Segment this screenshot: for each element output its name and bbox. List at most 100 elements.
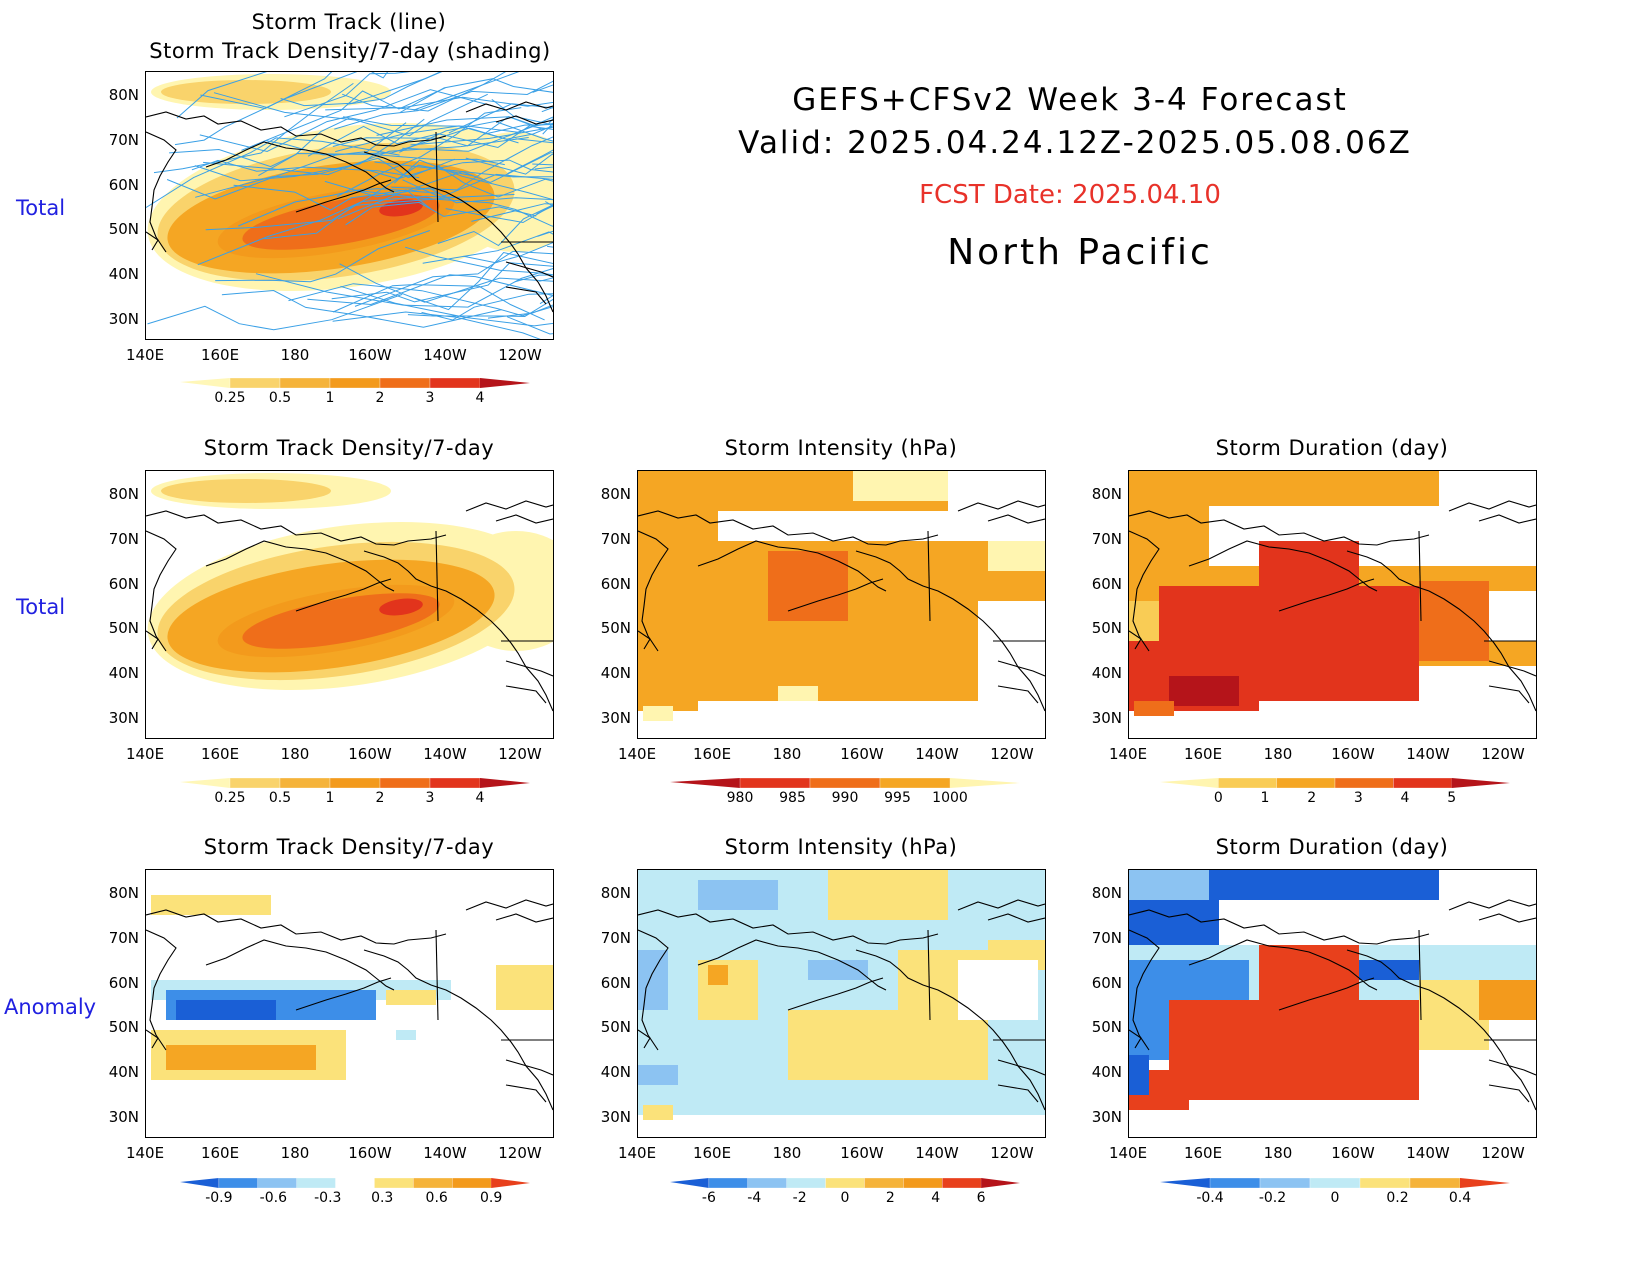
map-intensity-total <box>637 470 1046 739</box>
lon-tick: 120W <box>498 1144 542 1162</box>
lon-tick: 140W <box>1406 745 1450 763</box>
panel-title-density: Storm Track Density/7-day <box>203 436 495 460</box>
panel-title-duration: Storm Duration (day) <box>1215 436 1449 460</box>
lon-tick: 180 <box>1263 1144 1293 1162</box>
svg-text:1: 1 <box>326 790 335 806</box>
lon-tick: 160W <box>348 745 392 763</box>
lat-tick: 50N <box>1091 619 1122 637</box>
svg-text:4: 4 <box>931 1190 940 1206</box>
svg-text:985: 985 <box>779 790 806 806</box>
lon-tick: 140W <box>915 745 959 763</box>
lon-tick: 160W <box>840 745 884 763</box>
lon-tick: 140W <box>1406 1144 1450 1162</box>
lon-tick: 160W <box>348 1144 392 1162</box>
lon-tick: 140E <box>125 1144 165 1162</box>
panel-title-intensity-anom: Storm Intensity (hPa) <box>724 835 958 859</box>
lat-tick: 30N <box>600 709 631 727</box>
svg-text:0.3: 0.3 <box>371 1190 393 1206</box>
row-label-total: Total <box>16 595 66 619</box>
panel-title-track-shading: Storm Track Density/7-day (shading) <box>149 39 551 63</box>
lat-tick: 40N <box>600 664 631 682</box>
valid-range: Valid: 2025.04.24.12Z-2025.05.08.06Z <box>738 125 1412 161</box>
map-density-total <box>145 470 554 739</box>
svg-text:0.25: 0.25 <box>214 390 245 406</box>
lat-tick: 80N <box>600 485 631 503</box>
region-name: North Pacific <box>947 232 1213 273</box>
lon-tick: 120W <box>498 745 542 763</box>
lat-tick: 40N <box>600 1063 631 1081</box>
panel-title-track-line: Storm Track (line) <box>251 10 447 34</box>
colorbar-density: 0.25 0.5 1 2 3 4 <box>180 777 530 806</box>
svg-text:3: 3 <box>426 790 435 806</box>
lon-tick: 160E <box>1183 745 1223 763</box>
svg-text:2: 2 <box>886 1190 895 1206</box>
svg-text:0.9: 0.9 <box>480 1190 502 1206</box>
svg-text:0.2: 0.2 <box>1386 1190 1408 1206</box>
lon-tick: 140W <box>423 745 467 763</box>
lat-tick: 50N <box>600 619 631 637</box>
colorbar-intensity: 980 985 990 995 1000 <box>670 777 1020 806</box>
forecast-date: FCST Date: 2025.04.10 <box>919 180 1221 210</box>
svg-text:4: 4 <box>1401 790 1410 806</box>
svg-text:0: 0 <box>1214 790 1223 806</box>
lon-tick: 160W <box>840 1144 884 1162</box>
lon-tick: 180 <box>1263 745 1293 763</box>
lon-tick: 180 <box>280 346 310 364</box>
svg-text:5: 5 <box>1447 790 1456 806</box>
lat-tick: 70N <box>600 929 631 947</box>
panel-title-duration-anom: Storm Duration (day) <box>1215 835 1449 859</box>
lon-tick: 180 <box>772 745 802 763</box>
lat-tick: 40N <box>108 664 139 682</box>
lon-tick: 160E <box>692 1144 732 1162</box>
lat-tick: 80N <box>108 884 139 902</box>
svg-text:0: 0 <box>1331 1190 1340 1206</box>
map-density-anomaly <box>145 869 554 1138</box>
lat-tick: 40N <box>108 1063 139 1081</box>
lon-tick: 140W <box>423 1144 467 1162</box>
lat-tick: 80N <box>1091 884 1122 902</box>
svg-text:4: 4 <box>476 790 485 806</box>
lon-tick: 160W <box>1331 1144 1375 1162</box>
lat-tick: 70N <box>108 929 139 947</box>
lat-tick: 30N <box>108 310 139 328</box>
lat-tick: 30N <box>1091 709 1122 727</box>
svg-text:1: 1 <box>326 390 335 406</box>
svg-text:0.4: 0.4 <box>1449 1190 1471 1206</box>
svg-text:990: 990 <box>832 790 859 806</box>
lat-tick: 70N <box>600 530 631 548</box>
svg-text:-0.9: -0.9 <box>205 1190 232 1206</box>
svg-text:4: 4 <box>476 390 485 406</box>
svg-text:0.5: 0.5 <box>269 790 291 806</box>
lat-tick: 80N <box>1091 485 1122 503</box>
lat-tick: 50N <box>108 1018 139 1036</box>
svg-text:-0.2: -0.2 <box>1259 1190 1286 1206</box>
lon-tick: 160E <box>200 745 240 763</box>
lat-tick: 40N <box>1091 1063 1122 1081</box>
lat-tick: 60N <box>108 974 139 992</box>
lon-tick: 120W <box>1481 1144 1525 1162</box>
svg-text:0.5: 0.5 <box>269 390 291 406</box>
panel-title-density-anom: Storm Track Density/7-day <box>203 835 495 859</box>
lon-tick: 140E <box>1108 1144 1148 1162</box>
svg-text:1: 1 <box>1261 790 1270 806</box>
lon-tick: 120W <box>498 346 542 364</box>
svg-text:2: 2 <box>376 790 385 806</box>
lon-tick: 180 <box>280 1144 310 1162</box>
lat-tick: 40N <box>108 265 139 283</box>
lat-tick: 60N <box>600 575 631 593</box>
colorbar-density-anomaly: -0.9 -0.6 -0.3 0.3 0.6 0.9 <box>180 1177 530 1206</box>
svg-text:-0.3: -0.3 <box>314 1190 341 1206</box>
svg-text:6: 6 <box>977 1190 986 1206</box>
lat-tick: 50N <box>1091 1018 1122 1036</box>
lon-tick: 160E <box>1183 1144 1223 1162</box>
lat-tick: 60N <box>108 575 139 593</box>
lat-tick: 30N <box>108 1108 139 1126</box>
lon-tick: 180 <box>280 745 310 763</box>
svg-text:2: 2 <box>1307 790 1316 806</box>
svg-text:-6: -6 <box>702 1190 716 1206</box>
lat-tick: 60N <box>600 974 631 992</box>
map-duration-total <box>1128 470 1537 739</box>
lon-tick: 140E <box>1108 745 1148 763</box>
svg-text:2: 2 <box>376 390 385 406</box>
row-label-total-top: Total <box>16 196 66 220</box>
